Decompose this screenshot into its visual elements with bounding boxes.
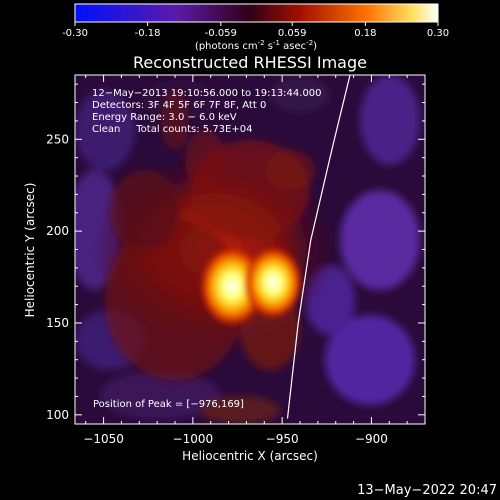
- chart-title: Reconstructed RHESSI Image: [133, 53, 367, 72]
- x-axis-label: Heliocentric X (arcsec): [182, 449, 318, 463]
- y-axis-label: Heliocentric Y (arcsec): [23, 183, 37, 318]
- x-tick-label: −900: [355, 432, 388, 446]
- annotation-peak-position: Position of Peak = [−976,169]: [93, 399, 244, 410]
- annotation-time-range: 12−May−2013 19:10:56.000 to 19:13:44.000: [92, 88, 322, 99]
- colorbar-tick-label: 0.30: [427, 28, 449, 39]
- x-axis-ticks: −1050 −1000 −950 −900: [83, 75, 426, 446]
- x-tick-label: −1050: [83, 432, 124, 446]
- footer-timestamp: 13−May−2022 20:47: [357, 483, 497, 498]
- colorbar-unit-label: (photons cm-2 s-1 asec-2): [195, 39, 317, 52]
- heatmap-image: [75, 75, 425, 424]
- x-tick-label: −1000: [173, 432, 214, 446]
- y-tick-label: 100: [46, 408, 69, 422]
- flare-source: [242, 244, 304, 321]
- annotation-energy-range: Energy Range: 3.0 − 6.0 keV: [92, 112, 237, 123]
- y-tick-label: 250: [46, 132, 69, 146]
- colorbar-tick-label: 0.059: [278, 28, 307, 39]
- annotation-clean-counts: Clean Total counts: 5.73E+04: [92, 124, 252, 135]
- colorbar-ticks: -0.30 -0.18 -0.059 0.059 0.18 0.30: [62, 22, 449, 39]
- solar-limb-line: [286, 75, 351, 419]
- flare-sources: [198, 244, 304, 329]
- plot-annotations: 12−May−2013 19:10:56.000 to 19:13:44.000…: [92, 88, 322, 410]
- colorbar-tick-label: -0.059: [205, 28, 237, 39]
- colorbar-tick-label: -0.18: [135, 28, 161, 39]
- annotation-detectors: Detectors: 3F 4F 5F 6F 7F 8F, Att 0: [92, 100, 266, 111]
- colorbar: -0.30 -0.18 -0.059 0.059 0.18 0.30 (photons c…: [62, 3, 449, 52]
- y-tick-label: 200: [46, 224, 69, 238]
- colorbar-tick-label: 0.18: [354, 28, 376, 39]
- y-tick-label: 150: [46, 316, 69, 330]
- colorbar-tick-label: -0.30: [62, 28, 88, 39]
- y-axis-ticks: 100 150 200 250: [46, 83, 425, 422]
- colorbar-gradient: [74, 3, 439, 23]
- x-tick-label: −950: [266, 432, 299, 446]
